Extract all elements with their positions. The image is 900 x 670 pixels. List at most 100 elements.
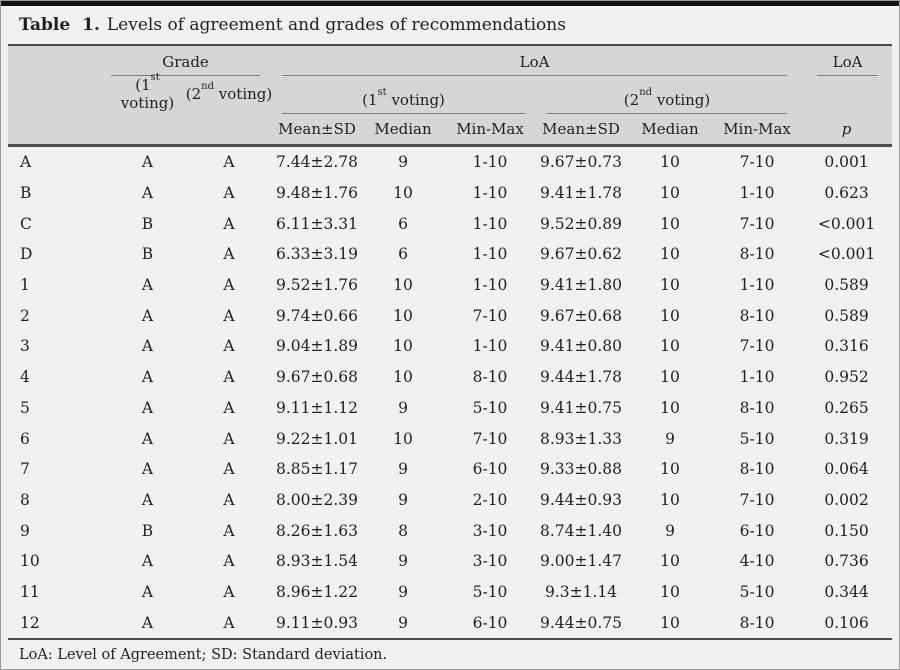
empty-header-cell xyxy=(801,76,892,114)
p-value-cell: 0.265 xyxy=(824,398,869,417)
median-1st-cell: 6 xyxy=(398,245,408,264)
min-max-2nd-cell: 8-10 xyxy=(739,460,775,479)
median-2nd-cell: 9 xyxy=(665,429,675,448)
median-2nd-cell: 10 xyxy=(660,582,680,601)
min-max-1st-cell: 8-10 xyxy=(472,368,508,387)
median-header-1: Median xyxy=(374,120,432,138)
median-1st-cell: 10 xyxy=(393,337,413,356)
median-1st-cell: 10 xyxy=(393,429,413,448)
mean-sd-1st-cell: 9.48±1.76 xyxy=(276,184,359,203)
p-value-cell: 0.319 xyxy=(824,429,869,448)
median-2nd-cell: 10 xyxy=(660,368,680,387)
median-2nd-cell: 10 xyxy=(660,306,680,325)
p-value-cell: 0.002 xyxy=(824,490,869,509)
median-header-2: Median xyxy=(641,120,699,138)
table-row: 2 A A 9.74±0.66 10 7-10 9.67±0.68 10 8-10 0.589 xyxy=(8,300,892,331)
mean-sd-1st-cell: 9.52±1.76 xyxy=(276,276,359,295)
row-label: 10 xyxy=(20,552,40,571)
grade-2nd-cell: A xyxy=(223,214,235,233)
empty-header-cell xyxy=(8,45,110,76)
table-row: 11 A A 8.96±1.22 9 5-10 9.3±1.14 10 5-10 0.344 xyxy=(8,577,892,608)
median-1st-cell: 6 xyxy=(398,214,408,233)
median-1st-cell: 10 xyxy=(393,306,413,325)
mean-sd-1st-cell: 8.85±1.17 xyxy=(276,460,359,479)
median-1st-cell: 9 xyxy=(398,490,408,509)
table-row: 8 A A 8.00±2.39 9 2-10 9.44±0.93 10 7-10 0.002 xyxy=(8,485,892,516)
grade-2nd-cell: A xyxy=(223,368,235,387)
min-max-2nd-cell: 6-10 xyxy=(739,521,775,540)
grade-1st-cell: A xyxy=(141,429,154,448)
median-2nd-cell: 10 xyxy=(660,460,680,479)
median-2nd-cell: 10 xyxy=(660,153,680,172)
grade-1st-cell: A xyxy=(141,184,154,203)
grade-1st-cell: A xyxy=(141,460,154,479)
min-max-2nd-cell: 8-10 xyxy=(739,306,775,325)
row-label: A xyxy=(20,153,32,172)
grade-1st-cell: A xyxy=(141,276,154,295)
mean-sd-2nd-cell: 9.44±0.75 xyxy=(540,613,623,632)
row-label: 5 xyxy=(20,398,30,417)
median-2nd-cell: 10 xyxy=(660,245,680,264)
mean-sd-header-2: Mean±SD xyxy=(542,120,620,138)
min-max-2nd-cell: 7-10 xyxy=(739,153,775,172)
min-max-1st-cell: 5-10 xyxy=(472,582,508,601)
mean-sd-header-1: Mean±SD xyxy=(278,120,356,138)
p-value-cell: 0.344 xyxy=(824,582,869,601)
grade-2nd-cell: A xyxy=(223,613,235,632)
median-2nd-cell: 10 xyxy=(660,490,680,509)
min-max-2nd-cell: 1-10 xyxy=(739,276,775,295)
grade-group-header: Grade xyxy=(110,45,273,76)
median-1st-cell: 9 xyxy=(398,582,408,601)
table-row: 3 A A 9.04±1.89 10 1-10 9.41±0.80 10 7-10 0.316 xyxy=(8,331,892,362)
grade-1st-cell: A xyxy=(141,613,154,632)
grade-2nd-cell: A xyxy=(223,337,235,356)
min-max-2nd-cell: 7-10 xyxy=(739,490,775,509)
median-1st-cell: 10 xyxy=(393,368,413,387)
grade-1st-cell: B xyxy=(141,245,154,264)
row-label: 1 xyxy=(20,276,30,295)
min-max-1st-cell: 1-10 xyxy=(472,276,508,295)
p-value-cell: 0.952 xyxy=(824,368,869,387)
table-row: 9 B A 8.26±1.63 8 3-10 8.74±1.40 9 6-10 0.150 xyxy=(8,515,892,546)
min-max-1st-cell: 1-10 xyxy=(472,214,508,233)
mean-sd-2nd-cell: 8.74±1.40 xyxy=(540,521,623,540)
table-row: 1 A A 9.52±1.76 10 1-10 9.41±1.80 10 1-10 0.589 xyxy=(8,270,892,301)
min-max-2nd-cell: 5-10 xyxy=(739,582,775,601)
median-2nd-cell: 10 xyxy=(660,552,680,571)
mean-sd-1st-cell: 8.96±1.22 xyxy=(276,582,359,601)
mean-sd-2nd-cell: 9.41±1.78 xyxy=(540,184,623,203)
mean-sd-2nd-cell: 8.93±1.33 xyxy=(540,429,623,448)
p-value-cell: 0.589 xyxy=(824,306,869,325)
table-row: A A A 7.44±2.78 9 1-10 9.67±0.73 10 7-10 0.001 xyxy=(8,146,892,178)
min-max-2nd-cell: 8-10 xyxy=(739,613,775,632)
p-value-cell: <0.001 xyxy=(817,245,876,264)
min-max-1st-cell: 5-10 xyxy=(472,398,508,417)
row-label: 6 xyxy=(20,429,30,448)
grade-1st-cell: A xyxy=(141,398,154,417)
grade-2nd-cell: A xyxy=(223,153,235,172)
mean-sd-1st-cell: 6.33±3.19 xyxy=(276,245,359,264)
min-max-1st-cell: 2-10 xyxy=(472,490,508,509)
min-max-2nd-cell: 8-10 xyxy=(739,398,775,417)
grade-1st-cell: B xyxy=(141,214,154,233)
grade-2nd-cell: A xyxy=(223,460,235,479)
mean-sd-2nd-cell: 9.67±0.62 xyxy=(540,245,623,264)
grade-1st-cell: A xyxy=(141,337,154,356)
p-header: p xyxy=(841,120,852,138)
grade-1st-cell: A xyxy=(141,306,154,325)
table-title: Table 1. Levels of agreement and grades o… xyxy=(1,6,899,44)
median-2nd-cell: 10 xyxy=(660,613,680,632)
min-max-2nd-cell: 7-10 xyxy=(739,214,775,233)
table-label: Table 1. xyxy=(19,15,100,35)
grade-1st-cell: B xyxy=(141,521,154,540)
p-value-cell: 0.623 xyxy=(824,184,869,203)
min-max-1st-cell: 6-10 xyxy=(472,613,508,632)
mean-sd-2nd-cell: 9.67±0.73 xyxy=(540,153,623,172)
row-label: 12 xyxy=(20,613,40,632)
min-max-2nd-cell: 1-10 xyxy=(739,184,775,203)
p-value-cell: 0.064 xyxy=(824,460,869,479)
min-max-2nd-cell: 4-10 xyxy=(739,552,775,571)
grade-voting2-header: (2nd voting) xyxy=(185,80,273,103)
mean-sd-1st-cell: 9.74±0.66 xyxy=(276,306,359,325)
